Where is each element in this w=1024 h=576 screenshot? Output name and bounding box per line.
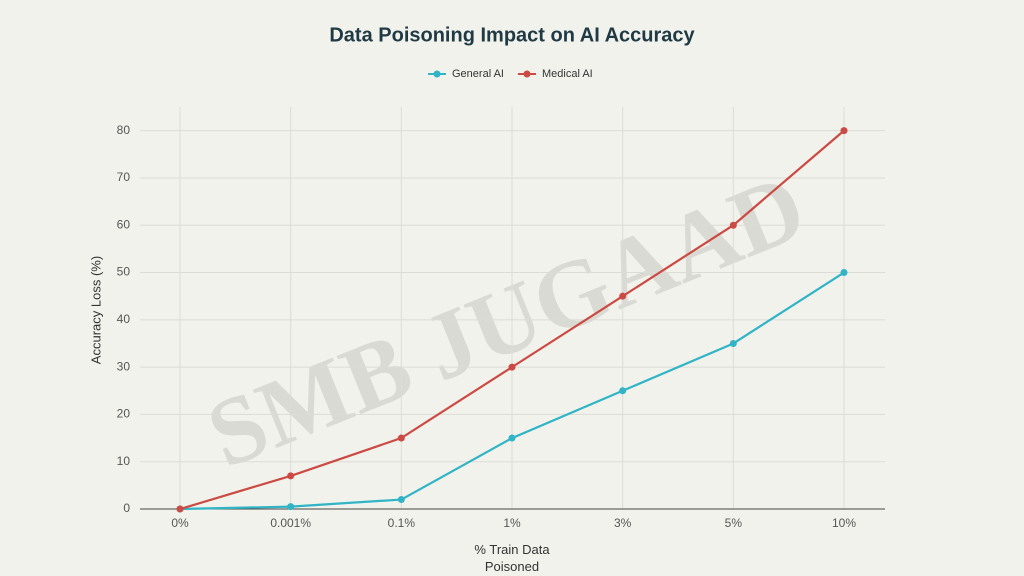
point [508,363,516,371]
x-tick-label: 5% [725,516,743,530]
y-tick-label: 20 [117,407,131,421]
y-tick-label: 70 [117,170,131,184]
point [508,434,516,442]
y-tick-label: 50 [117,265,131,279]
x-tick-label: 0.001% [270,516,311,530]
point [176,505,184,513]
point [840,269,848,277]
x-tick-label: 0.1% [388,516,416,530]
y-tick-label: 10 [117,454,131,468]
chart-title: Data Poisoning Impact on AI Accuracy [329,24,695,46]
y-tick-label: 80 [117,123,131,137]
y-tick-label: 0 [123,501,130,515]
legend-marker [433,70,441,78]
x-tick-label: 10% [832,516,856,530]
y-axis-title: Accuracy Loss (%) [88,256,103,364]
x-tick-label: 1% [503,516,521,530]
legend-marker [523,70,531,78]
x-tick-label: 0% [171,516,189,530]
point [729,221,737,229]
point [397,434,405,442]
legend-label: Medical AI [542,68,593,80]
y-tick-label: 60 [117,217,131,231]
y-tick-label: 30 [117,359,131,373]
point [619,292,627,300]
point [619,387,627,395]
x-axis-title: % Train Data Poisoned [474,542,550,574]
point [397,496,405,504]
y-tick-label: 40 [117,312,131,326]
point [287,472,295,480]
point [287,503,295,511]
point [840,127,848,135]
point [729,339,737,347]
legend-label: General AI [452,68,504,80]
x-tick-label: 3% [614,516,632,530]
